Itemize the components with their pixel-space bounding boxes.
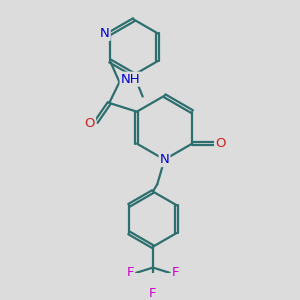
Text: F: F bbox=[127, 266, 134, 279]
Text: O: O bbox=[215, 137, 226, 150]
Text: N: N bbox=[160, 153, 170, 166]
Text: O: O bbox=[85, 117, 95, 130]
Text: N: N bbox=[100, 27, 110, 40]
Text: F: F bbox=[149, 287, 157, 300]
Text: F: F bbox=[172, 266, 179, 279]
Text: NH: NH bbox=[121, 73, 140, 85]
